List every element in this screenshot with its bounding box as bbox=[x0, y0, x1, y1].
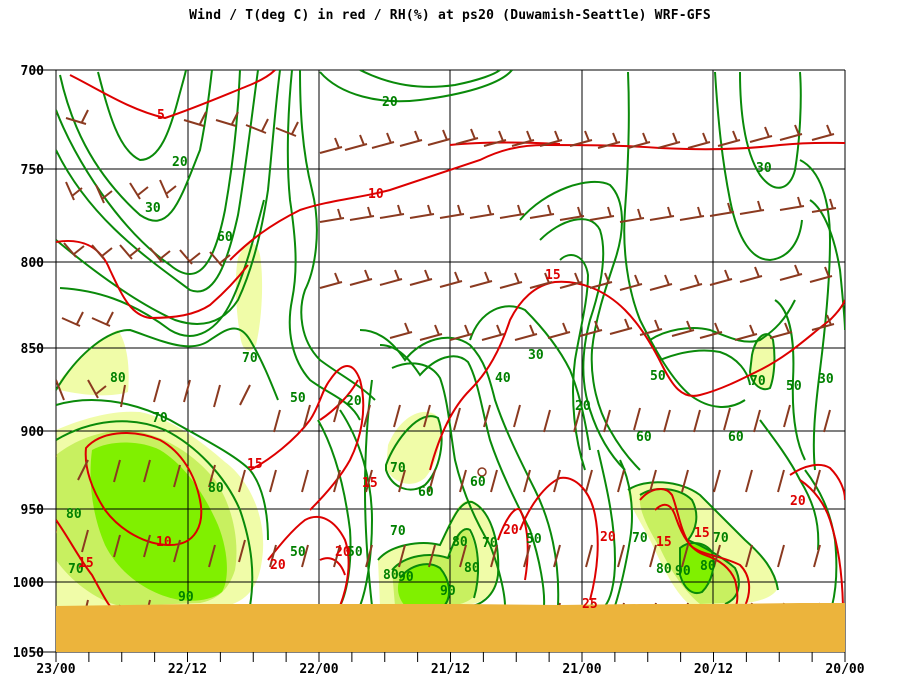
rh-label: 70 bbox=[632, 531, 648, 546]
t-label: 20 bbox=[790, 494, 806, 509]
x-tick-label: 21/12 bbox=[431, 662, 470, 677]
rh-label: 60 bbox=[636, 430, 652, 445]
rh-fill-70-mid bbox=[386, 411, 441, 484]
y-tick-label: 1050 bbox=[13, 646, 44, 661]
rh-label: 50 bbox=[347, 545, 363, 560]
rh-label: 70 bbox=[482, 536, 498, 551]
y-tick-label: 750 bbox=[21, 163, 45, 178]
rh-label: 70 bbox=[390, 524, 406, 539]
rh-label: 90 bbox=[675, 564, 691, 579]
y-tick-label: 900 bbox=[21, 425, 45, 440]
x-tick-label: 22/12 bbox=[168, 662, 207, 677]
rh-label: 60 bbox=[217, 230, 233, 245]
rh-label: 20 bbox=[172, 155, 188, 170]
rh-label: 50 bbox=[290, 391, 306, 406]
t-label: 20 bbox=[503, 523, 519, 538]
t-label: 10 bbox=[368, 187, 384, 202]
rh-label: 80 bbox=[110, 371, 126, 386]
rh-label: 20 bbox=[575, 399, 591, 414]
rh-label: 70 bbox=[68, 562, 84, 577]
t-label: 15 bbox=[247, 457, 263, 472]
rh-label: 60 bbox=[418, 485, 434, 500]
t-label: 20 bbox=[335, 545, 351, 560]
t-label: 20 bbox=[600, 530, 616, 545]
terrain bbox=[56, 603, 845, 652]
y-tick-label: 1000 bbox=[13, 576, 44, 591]
rh-label: 60 bbox=[728, 430, 744, 445]
rh-label: 30 bbox=[528, 348, 544, 363]
rh-label: 90 bbox=[178, 590, 194, 605]
rh-contours bbox=[56, 70, 845, 607]
rh-label: 50 bbox=[526, 532, 542, 547]
rh-label: 80 bbox=[383, 568, 399, 583]
rh-label: 90 bbox=[440, 584, 456, 599]
rh-label: 60 bbox=[470, 475, 486, 490]
rh-label: 30 bbox=[818, 372, 834, 387]
x-tick-label: 22/00 bbox=[299, 662, 338, 677]
rh-label: 80 bbox=[452, 535, 468, 550]
rh-fill-70-column bbox=[235, 243, 263, 351]
rh-label: 70 bbox=[713, 531, 729, 546]
y-tick-label: 950 bbox=[21, 503, 45, 518]
x-tick-label: 20/12 bbox=[694, 662, 733, 677]
x-axis-ticks: 23/00 22/12 22/00 21/12 21/00 20/12 20/00 bbox=[36, 652, 865, 677]
x-tick-label: 23/00 bbox=[36, 662, 75, 677]
t-label: 15 bbox=[362, 476, 378, 491]
wind-barbs bbox=[56, 109, 837, 631]
rh-label: 50 bbox=[650, 369, 666, 384]
rh-label: 50 bbox=[786, 379, 802, 394]
rh-label: 90 bbox=[398, 570, 414, 585]
t-label: 15 bbox=[78, 556, 94, 571]
y-tick-label: 800 bbox=[21, 256, 45, 271]
rh-label: 80 bbox=[66, 507, 82, 522]
temperature-contour-labels-extra: 15 15 20 bbox=[656, 494, 806, 550]
t-label: 15 bbox=[656, 535, 672, 550]
rh-label: 70 bbox=[152, 411, 168, 426]
t-label: 10 bbox=[156, 535, 172, 550]
rh-label: 20 bbox=[346, 394, 362, 409]
rh-label: 70 bbox=[390, 461, 406, 476]
rh-fill-90-bottom-mid bbox=[397, 564, 450, 606]
rh-label: 70 bbox=[242, 351, 258, 366]
rh-label: 30 bbox=[145, 201, 161, 216]
rh-label: 20 bbox=[382, 95, 398, 110]
t-label: 5 bbox=[157, 108, 165, 123]
rh-fill-70-upper-left bbox=[60, 330, 129, 396]
rh-label: 80 bbox=[208, 481, 224, 496]
t-label: 15 bbox=[694, 526, 710, 541]
rh-label: 80 bbox=[464, 561, 480, 576]
x-tick-label: 20/00 bbox=[825, 662, 864, 677]
rh-label: 30 bbox=[756, 161, 772, 176]
t-label: 25 bbox=[582, 597, 598, 612]
x-tick-label: 21/00 bbox=[562, 662, 601, 677]
t-label: 20 bbox=[270, 558, 286, 573]
y-axis-ticks: 700 750 800 850 900 950 1000 1050 bbox=[13, 64, 44, 661]
calm-wind-marker bbox=[477, 467, 487, 477]
rh-label: 40 bbox=[495, 371, 511, 386]
y-tick-label: 700 bbox=[21, 64, 45, 79]
rh-label: 80 bbox=[700, 559, 716, 574]
rh-label: 70 bbox=[750, 374, 766, 389]
temperature-contours bbox=[56, 70, 845, 607]
rh-fill-layer bbox=[56, 243, 778, 608]
y-tick-label: 850 bbox=[21, 342, 45, 357]
rh-label: 80 bbox=[656, 562, 672, 577]
temperature-contour-labels: 5 10 15 15 15 20 20 20 25 10 15 20 25 bbox=[78, 108, 616, 612]
rh-contour-labels: 20 20 30 60 70 80 70 80 90 50 50 20 70 6… bbox=[66, 95, 834, 605]
t-label: 15 bbox=[545, 268, 561, 283]
chart-title: Wind / T(deg C) in red / RH(%) at ps20 (… bbox=[189, 8, 711, 23]
rh-fill-90-left bbox=[90, 442, 227, 601]
rh-label: 50 bbox=[290, 545, 306, 560]
